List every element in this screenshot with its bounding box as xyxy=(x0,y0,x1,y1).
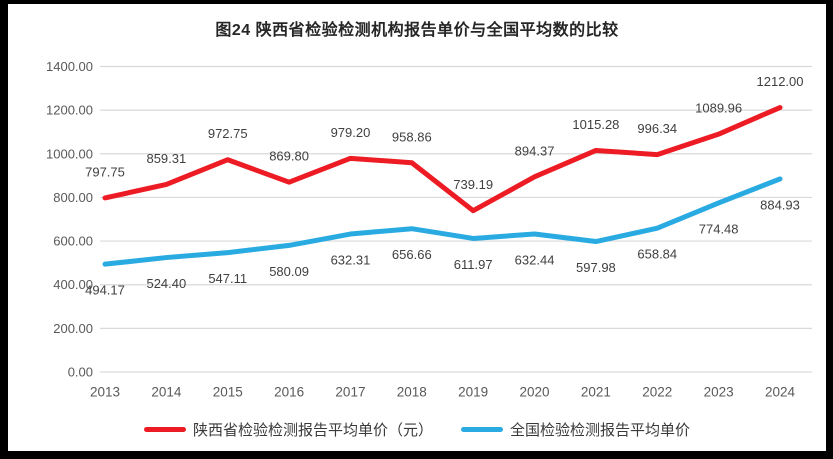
x-axis-tick-label: 2023 xyxy=(704,385,734,400)
line-chart-plot: 0.00 200.00 400.00 600.00 800.00 1000.00 1200.… xyxy=(46,59,812,400)
x-axis-tick-label: 2013 xyxy=(90,385,120,400)
x-axis-tick-label: 2017 xyxy=(335,385,365,400)
chart-legend: 陕西省检验检测报告平均单价（元） 全国检验检测报告平均单价 xyxy=(8,419,826,440)
x-axis-tick-label: 2020 xyxy=(520,385,550,400)
y-axis-tick-label: 1000.00 xyxy=(46,146,93,161)
chart-title: 图24 陕西省检验检测机构报告单价与全国平均数的比较 xyxy=(215,22,619,39)
x-axis-tick-label: 2022 xyxy=(642,385,672,400)
y-axis-tick-label: 400.00 xyxy=(53,277,93,292)
y-axis-tick-label: 800.00 xyxy=(53,190,93,205)
x-axis-tick-label: 2016 xyxy=(274,385,304,400)
data-label: 859.31 xyxy=(146,151,186,166)
y-axis-tick-label: 600.00 xyxy=(53,234,93,249)
legend-label-shaanxi: 陕西省检验检测报告平均单价（元） xyxy=(192,422,433,439)
y-axis-tick-label: 1400.00 xyxy=(46,59,93,74)
x-axis-tick-label: 2021 xyxy=(581,385,611,400)
x-axis-tick-label: 2024 xyxy=(765,385,796,400)
data-label: 774.48 xyxy=(699,221,739,236)
data-label: 611.97 xyxy=(454,257,493,272)
x-axis-tick-label: 2019 xyxy=(458,385,488,400)
data-label: 1212.00 xyxy=(757,74,804,89)
data-label: 656.66 xyxy=(392,247,432,262)
legend-red-line-swatch xyxy=(143,427,186,432)
data-label: 739.19 xyxy=(453,177,493,192)
series-line-national xyxy=(102,176,783,267)
y-axis-tick-label: 1200.00 xyxy=(46,103,93,118)
data-label: 597.98 xyxy=(576,260,616,275)
x-axis-tick-label: 2018 xyxy=(397,385,427,400)
legend-blue-line-swatch xyxy=(461,427,503,432)
data-label: 1089.96 xyxy=(695,101,742,116)
data-label: 972.75 xyxy=(208,126,248,141)
data-label: 632.44 xyxy=(515,252,555,267)
y-axis-tick-label: 200.00 xyxy=(53,321,93,336)
data-label: 632.31 xyxy=(331,253,371,268)
data-label: 958.86 xyxy=(392,129,432,144)
data-label: 884.93 xyxy=(760,197,800,212)
data-label: 1015.28 xyxy=(572,117,619,132)
chart-canvas: 图24 陕西省检验检测机构报告单价与全国平均数的比较 0.00 200.00 400… xyxy=(8,4,826,451)
x-axis-tick-label: 2015 xyxy=(213,385,243,400)
data-label: 797.75 xyxy=(85,164,125,179)
data-label: 979.20 xyxy=(331,125,371,140)
data-label: 996.34 xyxy=(637,121,677,136)
data-label: 494.17 xyxy=(85,283,125,298)
y-axis-tick-label: 0.00 xyxy=(68,365,93,380)
legend-label-national: 全国检验检测报告平均单价 xyxy=(510,422,691,439)
data-label: 580.09 xyxy=(269,264,309,279)
x-axis-tick-label: 2014 xyxy=(151,385,182,400)
series-line-shaanxi xyxy=(102,105,783,214)
legend-item-shaanxi: 陕西省检验检测报告平均单价（元） xyxy=(143,419,433,440)
data-label: 547.11 xyxy=(208,271,247,286)
data-label: 869.80 xyxy=(269,149,309,164)
data-label: 524.40 xyxy=(146,276,186,291)
data-label: 658.84 xyxy=(637,247,677,262)
data-label: 894.37 xyxy=(515,143,555,158)
legend-item-national: 全国检验检测报告平均单价 xyxy=(461,419,690,440)
